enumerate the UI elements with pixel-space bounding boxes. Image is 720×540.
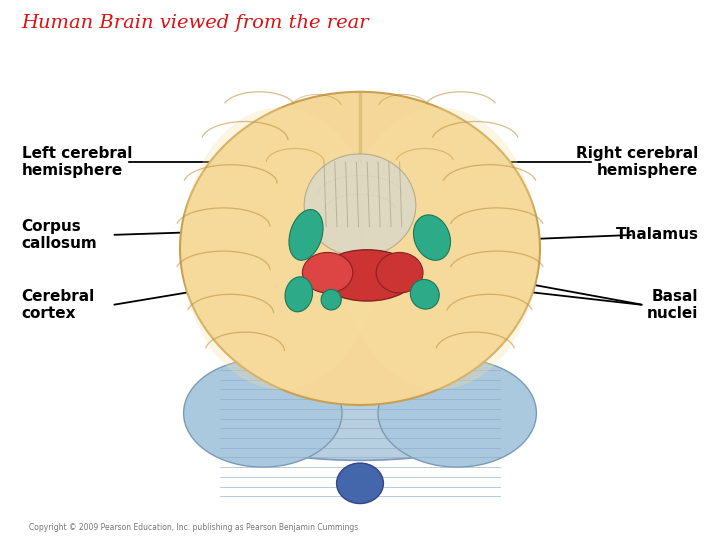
Text: Basal
nuclei: Basal nuclei xyxy=(647,289,698,321)
Ellipse shape xyxy=(302,252,353,293)
Ellipse shape xyxy=(340,107,539,389)
Ellipse shape xyxy=(194,366,526,460)
Ellipse shape xyxy=(184,359,342,467)
Ellipse shape xyxy=(321,289,341,310)
Ellipse shape xyxy=(318,249,416,301)
Text: Right cerebral
hemisphere: Right cerebral hemisphere xyxy=(576,146,698,178)
Ellipse shape xyxy=(337,463,384,503)
Ellipse shape xyxy=(289,210,323,260)
Ellipse shape xyxy=(304,154,416,256)
Ellipse shape xyxy=(377,252,423,293)
Ellipse shape xyxy=(181,107,380,389)
Text: Human Brain viewed from the rear: Human Brain viewed from the rear xyxy=(22,14,369,31)
Text: Corpus
callosum: Corpus callosum xyxy=(22,219,97,251)
Ellipse shape xyxy=(413,215,451,260)
Ellipse shape xyxy=(285,277,312,312)
Text: Copyright © 2009 Pearson Education, Inc. publishing as Pearson Benjamin Cummings: Copyright © 2009 Pearson Education, Inc.… xyxy=(29,523,358,532)
Text: Thalamus: Thalamus xyxy=(616,227,698,242)
Text: Cerebral
cortex: Cerebral cortex xyxy=(22,289,95,321)
Ellipse shape xyxy=(410,280,439,309)
Ellipse shape xyxy=(378,359,536,467)
Text: Left cerebral
hemisphere: Left cerebral hemisphere xyxy=(22,146,132,178)
Ellipse shape xyxy=(180,92,540,405)
